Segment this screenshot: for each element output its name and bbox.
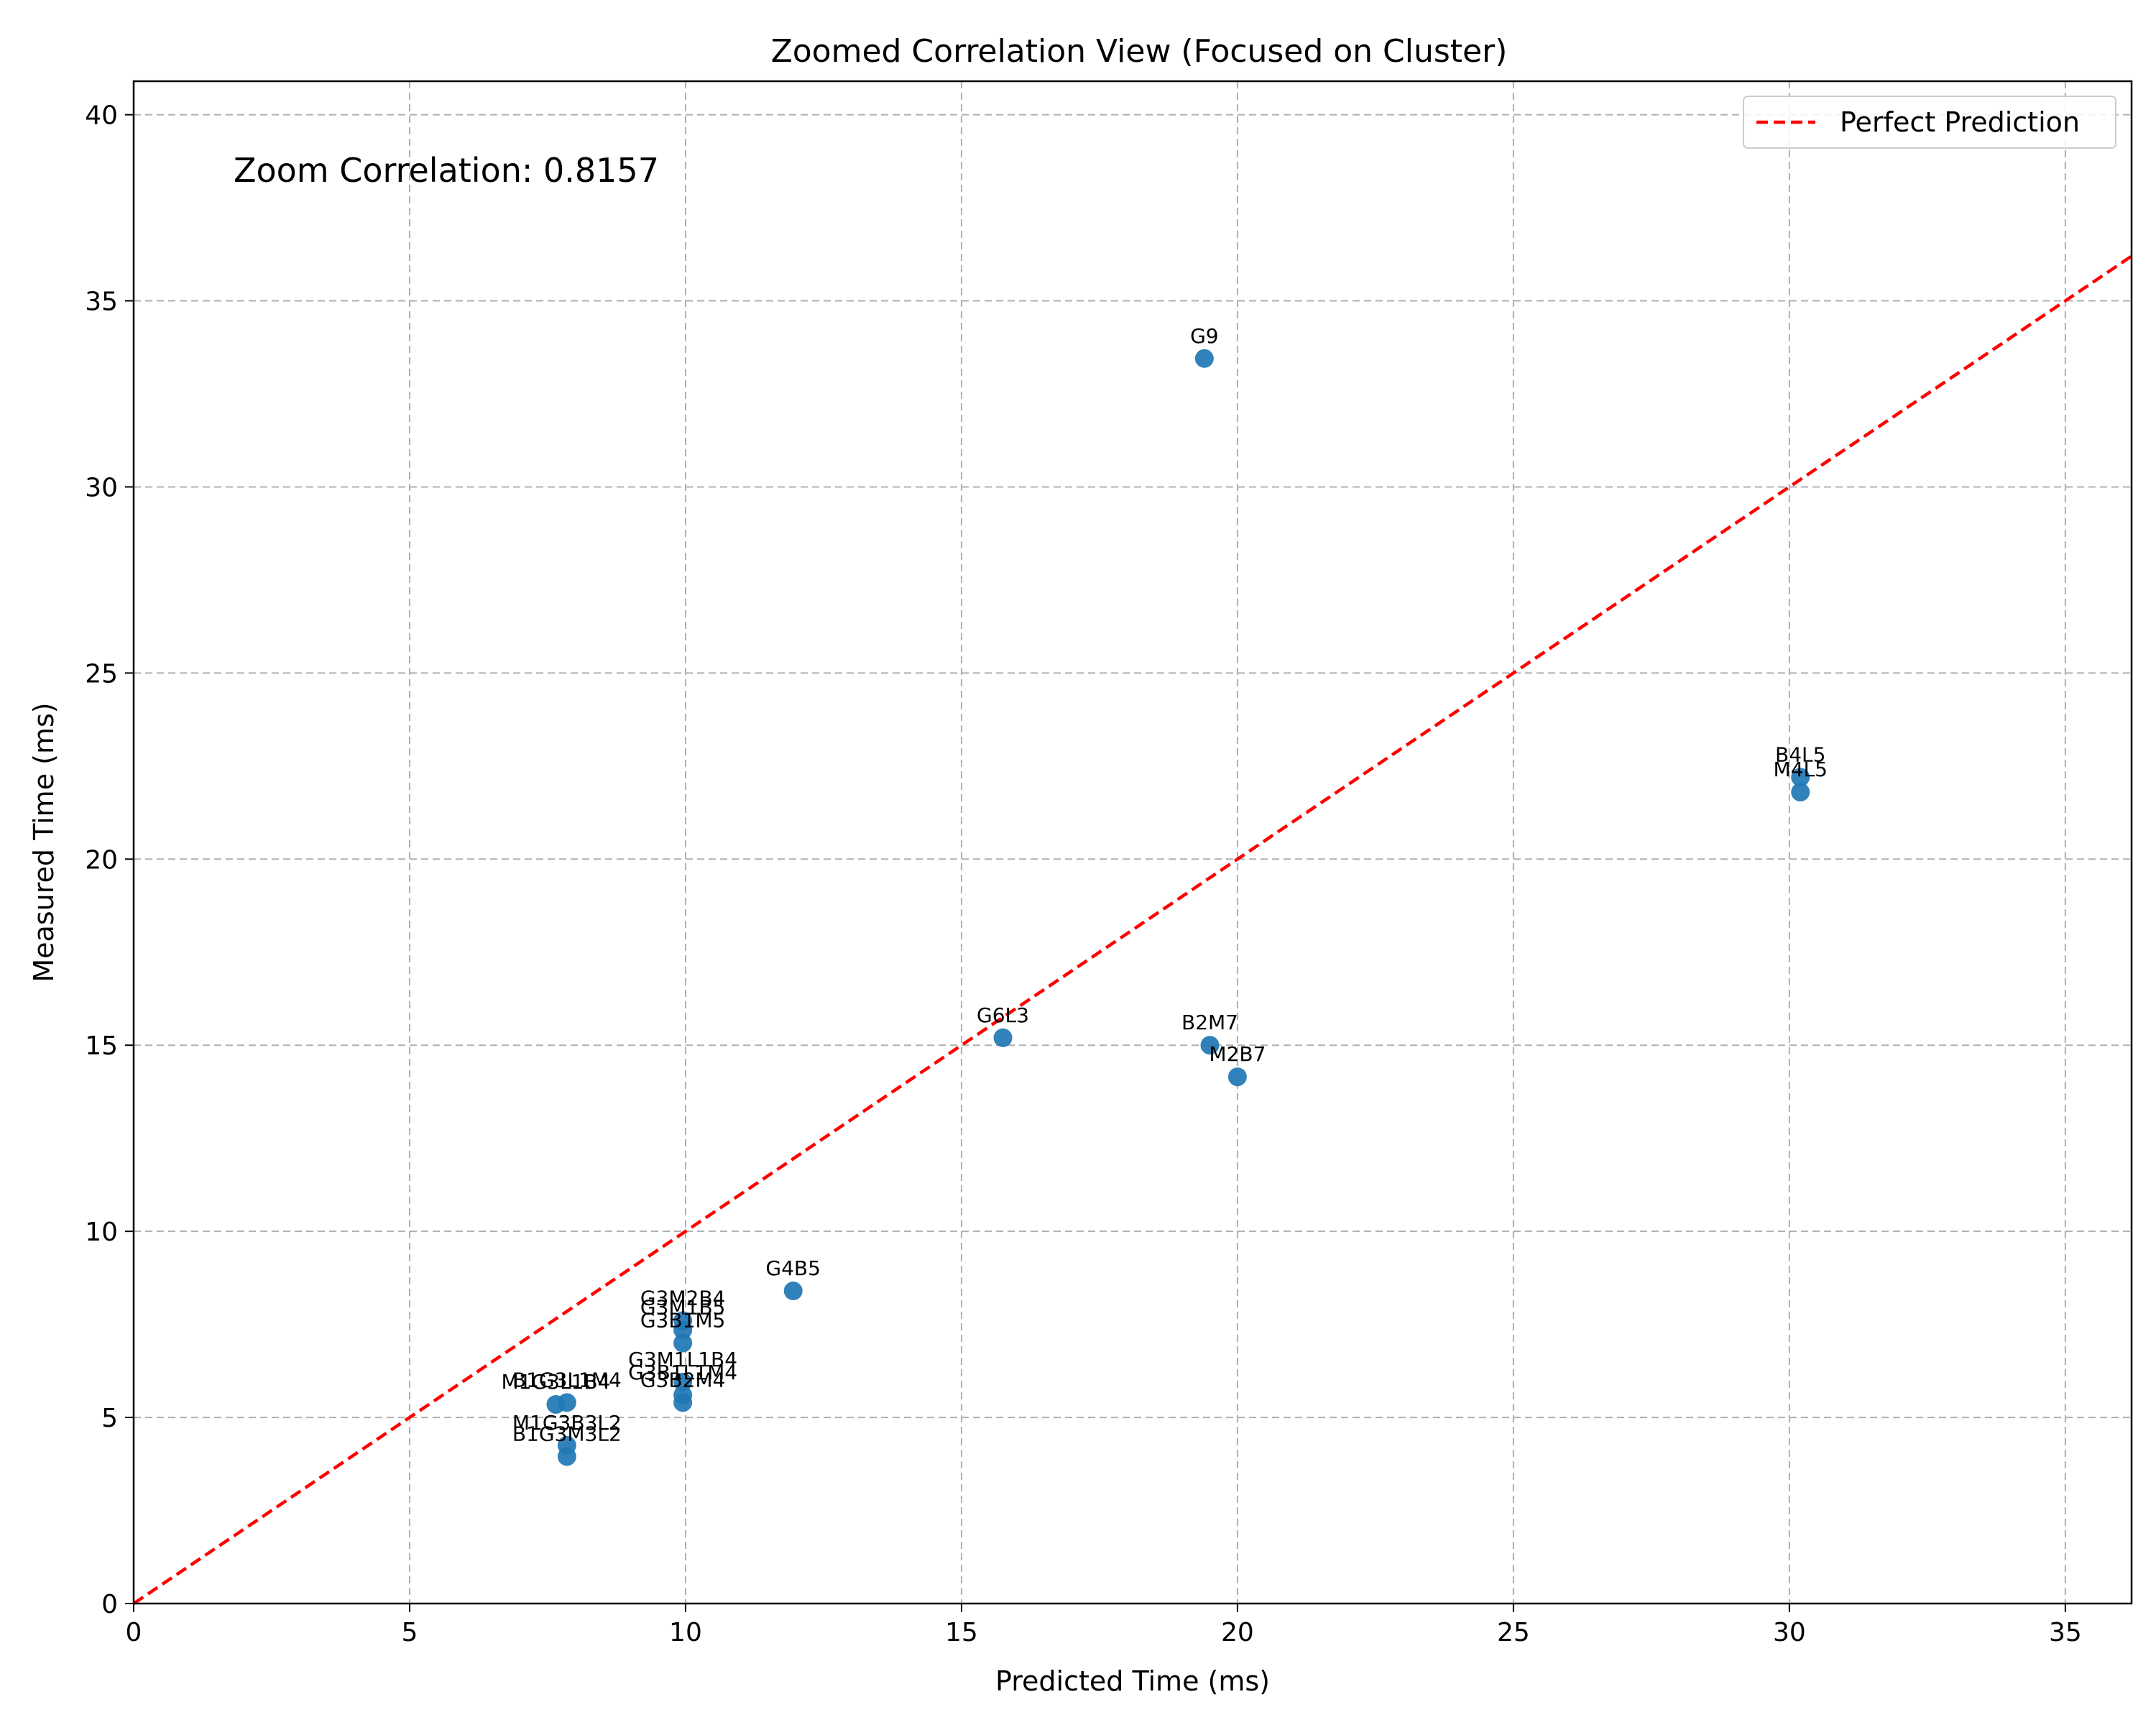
x-axis-label: Predicted Time (ms) [995, 1665, 1270, 1697]
point-label: G3M1B5 [640, 1295, 726, 1319]
x-tick-label: 30 [1773, 1618, 1806, 1647]
data-point [557, 1447, 576, 1466]
perfect-prediction-line [132, 254, 2133, 1605]
point-label: G3M2B4 [640, 1286, 726, 1310]
point-label: G4B5 [765, 1256, 821, 1280]
y-tick-label: 20 [85, 845, 118, 875]
point-label: G6L3 [977, 1003, 1029, 1027]
x-axis: 0 5 10 15 20 25 30 35 [126, 1604, 2082, 1647]
x-tick-label: 5 [402, 1618, 418, 1647]
y-axis-label: Measured Time (ms) [28, 702, 60, 982]
legend-label: Perfect Prediction [1840, 106, 2080, 138]
point-label: M1G3B3L2 [512, 1411, 622, 1435]
data-point [783, 1282, 803, 1301]
x-tick-label: 15 [945, 1618, 978, 1647]
data-point [1194, 349, 1214, 368]
y-tick-label: 0 [101, 1590, 118, 1619]
point-label: M1G3L1B4 [502, 1370, 611, 1394]
point-label: G3B2M4 [640, 1368, 726, 1392]
chart-title: Zoomed Correlation View (Focused on Clus… [771, 33, 1508, 70]
y-axis: 0 5 10 15 20 25 30 35 40 [85, 101, 134, 1619]
x-tick-label: 0 [126, 1618, 142, 1647]
plot-frame [132, 80, 2133, 1605]
data-point [1791, 783, 1810, 802]
point-label: G3M1L1B4 [628, 1348, 737, 1371]
data-point [673, 1320, 693, 1340]
grid [133, 81, 2132, 1604]
data-point [673, 1333, 693, 1353]
point-label: M2B7 [1209, 1042, 1266, 1066]
point-label: B1G3M3L2 [512, 1422, 622, 1445]
data-point [673, 1393, 693, 1412]
data-point [673, 1372, 693, 1392]
data-point [1227, 1067, 1247, 1087]
point-label: G9 [1190, 324, 1219, 348]
point-label: B2M7 [1181, 1011, 1238, 1034]
data-point [1200, 1036, 1220, 1055]
y-tick-label: 15 [85, 1031, 118, 1061]
x-tick-label: 10 [669, 1618, 702, 1647]
legend-box [1743, 96, 2116, 149]
data-point [993, 1028, 1013, 1047]
data-point [1791, 768, 1810, 787]
x-tick-label: 25 [1497, 1618, 1530, 1647]
point-label: G3B1L1M4 [628, 1361, 737, 1384]
point-label: M4L5 [1774, 758, 1828, 781]
y-tick-label: 30 [85, 473, 118, 502]
x-tick-label: 20 [1221, 1618, 1254, 1647]
x-tick-label: 35 [2049, 1618, 2082, 1647]
point-label: G3B1M5 [640, 1309, 726, 1333]
legend: Perfect Prediction [1743, 96, 2116, 149]
data-point [557, 1393, 576, 1412]
correlation-annotation: Zoom Correlation: 0.8157 [234, 151, 659, 190]
y-tick-label: 40 [85, 101, 118, 131]
point-label: B4L5 [1775, 742, 1825, 766]
reference-line-group [132, 254, 2133, 1605]
y-tick-label: 35 [85, 288, 118, 317]
y-tick-label: 25 [85, 659, 118, 689]
y-tick-label: 5 [101, 1404, 118, 1433]
y-tick-label: 10 [85, 1218, 118, 1247]
point-label: B1G3L1M4 [512, 1368, 622, 1392]
